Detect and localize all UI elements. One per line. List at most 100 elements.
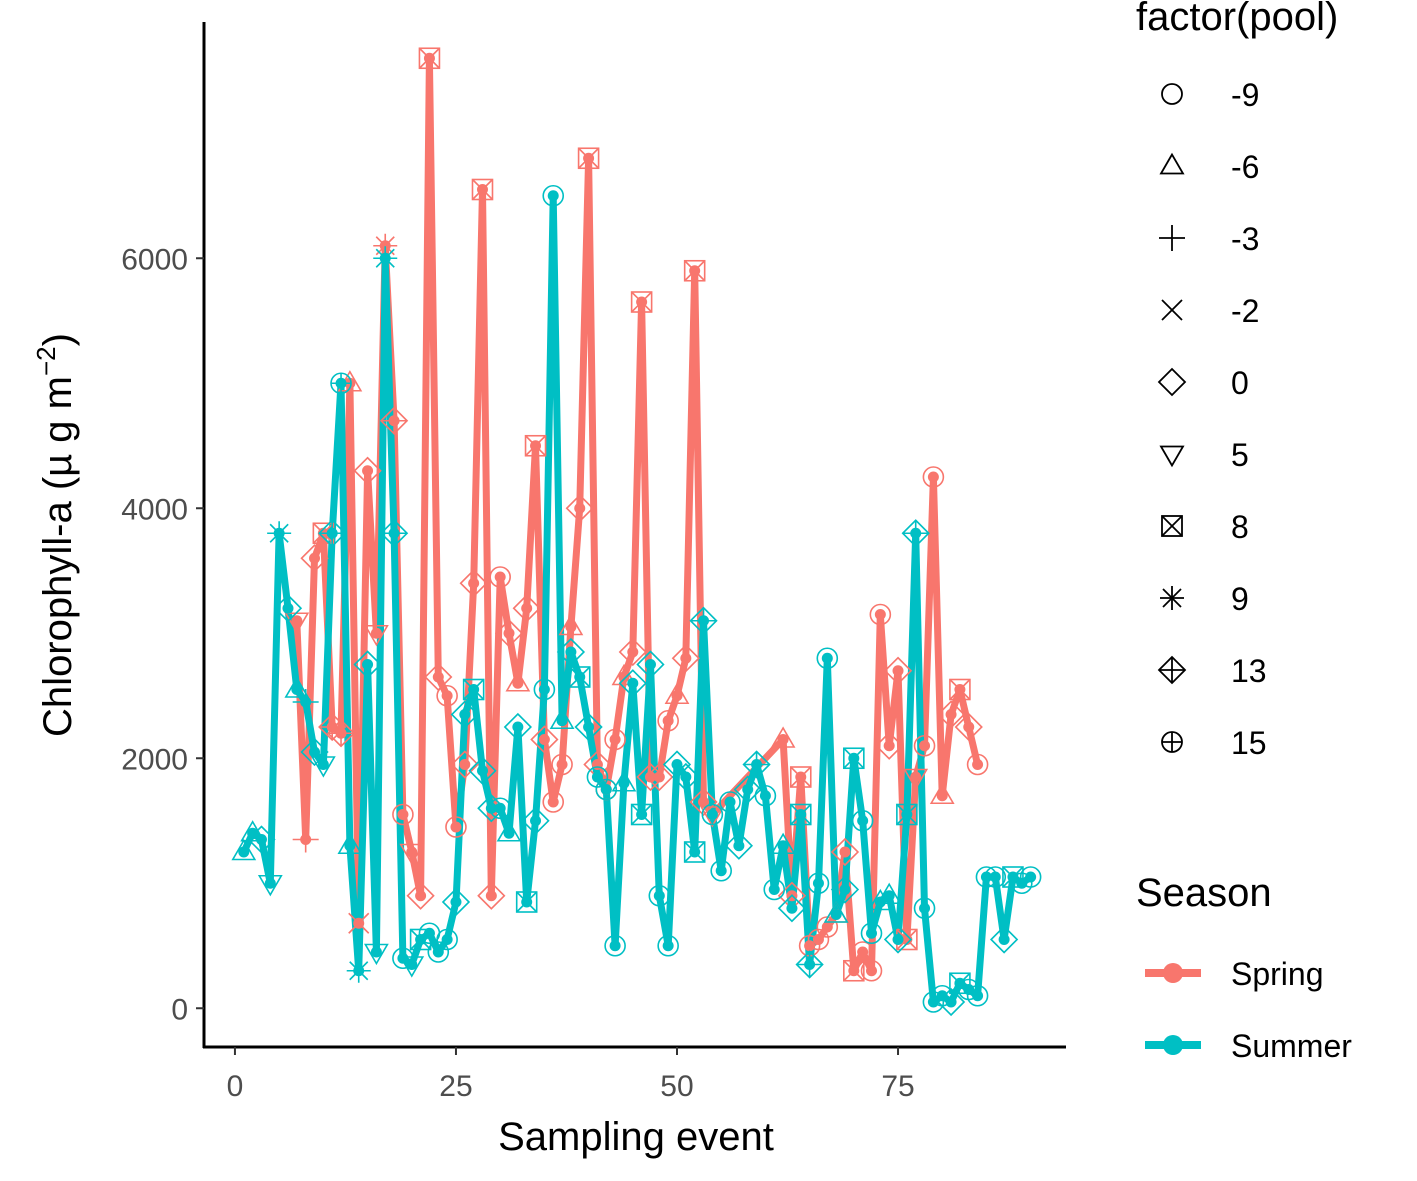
data-point-marker: [418, 47, 441, 70]
y-axis-title-end: ): [36, 333, 80, 346]
data-point: [627, 646, 639, 658]
data-point: [423, 927, 435, 939]
data-point-marker: [337, 832, 363, 855]
data-point: [733, 840, 745, 852]
data-point-marker: [348, 912, 370, 934]
data-point: [777, 734, 789, 745]
data-point: [804, 940, 816, 952]
data-point-marker: [807, 872, 830, 895]
data-point-marker: [648, 884, 671, 907]
data-point: [865, 965, 877, 977]
data-point: [291, 615, 303, 627]
data-point: [627, 677, 639, 689]
data-point-marker: [379, 519, 409, 548]
data-point-marker: [618, 669, 647, 698]
data-point-marker: [436, 684, 458, 707]
y-axis-title: Chlorophyll-a (µ g m−2): [31, 333, 80, 737]
data-point: [662, 715, 674, 727]
data-point-marker: [503, 712, 532, 742]
data-point-marker: [851, 809, 874, 832]
shape-legend-label: 5: [1231, 437, 1249, 473]
y-axis-title-superscript: −2: [31, 346, 61, 376]
y-tick-label: 4000: [121, 493, 188, 526]
color-legend-title: Season: [1136, 871, 1272, 915]
data-point: [609, 940, 621, 952]
data-point: [892, 934, 904, 945]
data-point-marker: [427, 941, 450, 963]
data-point-marker: [399, 843, 425, 866]
data-point: [432, 671, 444, 683]
y-axis-ticks: 0 2000 4000 6000: [121, 243, 204, 1026]
data-point: [874, 896, 886, 908]
data-point: [680, 652, 692, 664]
data-point-marker: [901, 519, 930, 548]
shape-legend-label: 15: [1231, 725, 1267, 761]
shape-legend-item: 13: [1157, 653, 1267, 689]
data-point-marker: [310, 756, 336, 778]
data-point-marker: [257, 874, 283, 897]
data-point: [362, 465, 374, 477]
data-point-marker: [989, 925, 1019, 954]
data-point-marker: [954, 712, 983, 742]
data-point: [512, 677, 524, 689]
data-point: [857, 815, 869, 827]
data-point: [450, 821, 462, 833]
data-point: [397, 952, 409, 964]
data-point-marker: [913, 897, 936, 920]
data-point-marker: [860, 922, 883, 945]
data-point: [309, 552, 321, 564]
data-point-marker: [636, 650, 665, 679]
data-point-marker: [364, 624, 389, 647]
data-point: [583, 721, 595, 733]
data-point: [972, 990, 984, 1002]
data-point-marker: [445, 816, 467, 838]
data-point: [812, 877, 824, 889]
data-point-marker: [273, 594, 303, 623]
data-point: [644, 771, 656, 783]
data-point: [980, 871, 992, 883]
data-point: [247, 827, 259, 839]
data-point-marker: [875, 731, 904, 760]
data-point: [238, 846, 250, 858]
data-point-marker: [399, 956, 425, 978]
data-point: [671, 690, 683, 702]
legend-key-square-cross: [1161, 515, 1183, 537]
data-point-marker: [671, 762, 700, 792]
data-point-marker: [929, 782, 955, 805]
data-point: [653, 890, 665, 902]
x-tick-label: 25: [439, 1070, 472, 1103]
data-point-marker: [645, 762, 674, 792]
data-point-marker: [459, 569, 488, 598]
data-point-marker: [379, 406, 409, 435]
shape-legend-item: 0: [1157, 365, 1249, 401]
data-point-marker: [719, 791, 741, 813]
data-point: [503, 827, 515, 839]
data-point: [450, 896, 462, 908]
y-tick-label: 6000: [121, 243, 188, 276]
data-point-marker: [326, 719, 356, 748]
data-point-marker: [683, 841, 706, 863]
data-point-marker: [733, 775, 762, 804]
shape-legend-label: -9: [1231, 77, 1259, 113]
data-point: [565, 621, 577, 633]
data-point-marker: [318, 519, 347, 548]
x-axis-title: Sampling event: [498, 1115, 774, 1159]
shape-legend-label: -3: [1231, 221, 1259, 257]
data-point-marker: [701, 803, 724, 826]
data-point: [530, 815, 542, 827]
data-point-marker: [789, 766, 812, 788]
data-point-marker: [436, 928, 458, 951]
data-point: [1025, 871, 1037, 883]
data-point-marker: [586, 766, 609, 788]
data-point-marker: [966, 753, 989, 776]
legend-key-circle-plus: [1161, 731, 1183, 753]
data-point: [618, 671, 630, 683]
data-point: [998, 934, 1010, 945]
data-point-marker: [568, 666, 591, 688]
data-point: [609, 734, 621, 745]
color-legend: Season Spring Summer: [1136, 871, 1352, 1064]
data-point-marker: [489, 566, 511, 588]
data-point: [919, 740, 931, 752]
data-point-marker: [876, 882, 902, 905]
data-point-marker: [896, 803, 918, 826]
